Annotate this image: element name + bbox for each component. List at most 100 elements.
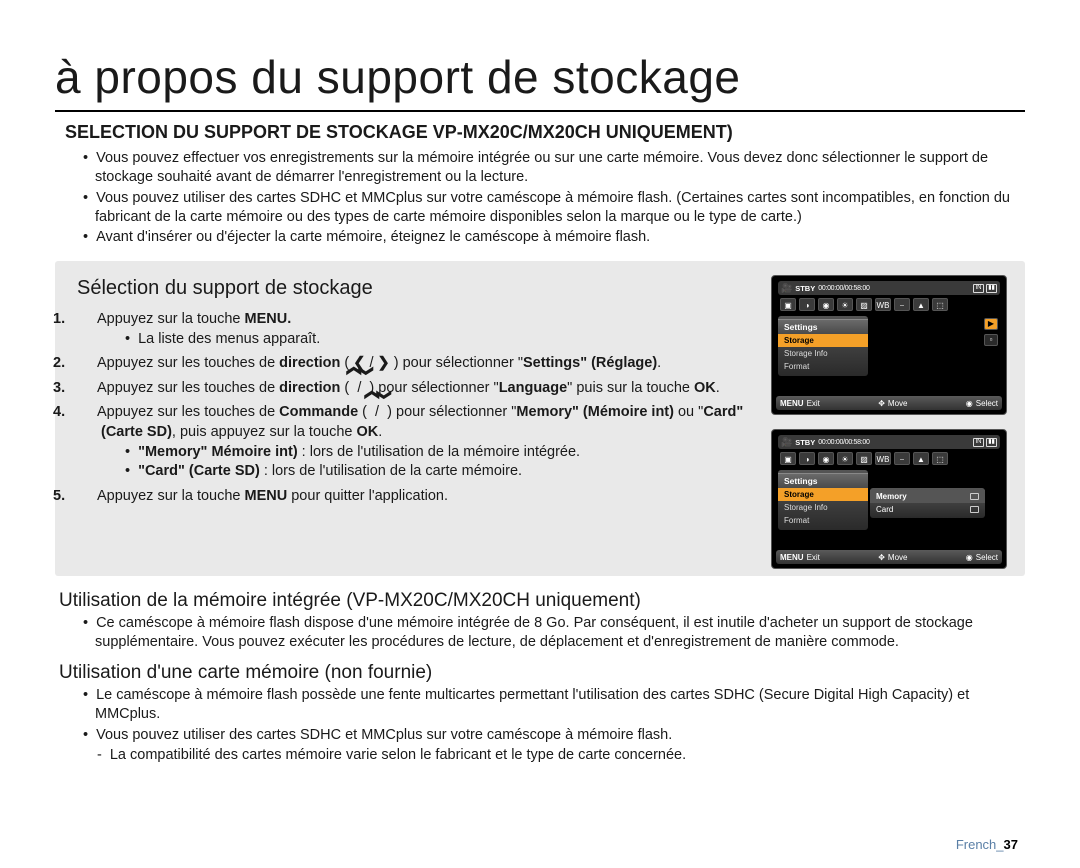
card-dash-item: La compatibilité des cartes mémoire vari…: [97, 746, 1025, 765]
t: .: [657, 355, 661, 371]
mode-icon: ◑: [799, 298, 815, 311]
step-4-sub-item: "Card" (Carte SD) : lors de l'utilisatio…: [125, 462, 747, 482]
lcd-submenu-item-selected: Memory: [870, 490, 985, 503]
camcorder-icon: 🎥: [781, 437, 792, 448]
t: Appuyez sur les touches de: [97, 404, 279, 420]
mode-icon: ▨: [856, 298, 872, 311]
step-1: 1.Appuyez sur la touche MENU. La liste d…: [77, 310, 747, 349]
t: (: [340, 380, 353, 396]
timecode: 00:00:00/00:58:00: [818, 285, 869, 292]
step-1-sub-item: La liste des menus apparaît.: [125, 330, 747, 350]
t: (: [358, 404, 371, 420]
mode-icon: ☀: [837, 452, 853, 465]
menu-label: MENU: [780, 553, 804, 562]
lcd-menu-item-selected: Storage: [778, 334, 868, 347]
nav-icon: ✥: [878, 553, 885, 562]
page-title: à propos du support de stockage: [55, 50, 1025, 112]
t: , puis appuyez sur la touche: [172, 424, 357, 440]
stby-label: STBY: [795, 284, 815, 293]
step-text: Appuyez sur la touche: [97, 311, 245, 327]
step-1-sub: La liste des menus apparaît.: [101, 330, 747, 350]
in-badge: IN: [973, 284, 984, 293]
lcd-menu: Settings Storage Storage Info Format: [778, 316, 868, 376]
mode-icon: ▣: [780, 452, 796, 465]
section-heading-a: SELECTION DU SUPPORT DE STOCKAGE: [65, 122, 433, 142]
dot-icon: ◉: [966, 553, 973, 562]
t: Appuyez sur les touches de: [97, 380, 279, 396]
t: "Memory" Mémoire int): [138, 444, 298, 460]
battery-icon: ▮▮: [986, 284, 997, 293]
lcd-menu-item: Format: [778, 360, 868, 373]
mode-icon: ▣: [780, 298, 796, 311]
camcorder-icon: 🎥: [781, 283, 792, 294]
t: Language: [499, 380, 567, 396]
lcd-side-icons: ▶ ▫: [984, 318, 998, 346]
dot-icon: ◉: [966, 399, 973, 408]
mode-icon: ▲: [913, 452, 929, 465]
t: OK: [694, 380, 716, 396]
intro-bullet: Vous pouvez effectuer vos enregistrement…: [83, 149, 1025, 187]
int-memory-bullets: Ce caméscope à mémoire flash dispose d'u…: [83, 614, 1025, 652]
step-2: 2.Appuyez sur les touches de direction (…: [77, 354, 747, 374]
timecode: 00:00:00/00:58:00: [818, 439, 869, 446]
play-icon: ▶: [984, 318, 998, 330]
mode-icon: ◑: [799, 452, 815, 465]
mode-icon: ◉: [818, 298, 834, 311]
footer-label: French: [956, 837, 996, 852]
lcd-screen-1: 🎥 STBY 00:00:00/00:58:00 IN ▮▮ ▣ ◑ ◉ ☀ ▨…: [771, 275, 1007, 415]
battery-icon: ▮▮: [986, 438, 997, 447]
t: MENU: [245, 488, 288, 504]
intro-bullet: Vous pouvez utiliser des cartes SDHC et …: [83, 189, 1025, 227]
mode-icon: ▲: [913, 298, 929, 311]
mode-icon: ⎯: [894, 452, 910, 465]
lcd-menu-header: Settings: [778, 473, 868, 488]
chevron-right-icon: ❯: [378, 355, 390, 371]
t: Memory" (Mémoire int): [516, 404, 674, 420]
lcd-submenu-item: Card: [870, 503, 985, 516]
t: : lors de l'utilisation de la mémoire in…: [298, 444, 580, 460]
in-badge: IN: [973, 438, 984, 447]
lcd-bottombar: MENU Exit ✥ Move ◉ Select: [776, 550, 1002, 564]
lcd-iconrow: ▣ ◑ ◉ ☀ ▨ WB ⎯ ▲ ⬚: [778, 452, 1000, 465]
t: Appuyez sur les touches de: [97, 355, 279, 371]
section-card-heading: Utilisation d'une carte mémoire (non fou…: [59, 662, 1025, 684]
mode-icon: ▨: [856, 452, 872, 465]
numbered-steps: 1.Appuyez sur la touche MENU. La liste d…: [77, 310, 747, 506]
t: Memory: [876, 492, 907, 501]
t: .: [716, 380, 720, 396]
lcd-menu-item: Format: [778, 514, 868, 527]
t: Card: [876, 505, 893, 514]
t: " puis sur la touche: [567, 380, 694, 396]
card-bullet: Le caméscope à mémoire flash possède une…: [83, 686, 1025, 724]
int-memory-bullet: Ce caméscope à mémoire flash dispose d'u…: [83, 614, 1025, 652]
mode-icon: WB: [875, 298, 891, 311]
page-footer: French_37: [956, 837, 1018, 852]
intro-bullet: Avant d'insérer ou d'éjecter la carte mé…: [83, 228, 1025, 247]
lcd-menu-item: Storage Info: [778, 347, 868, 360]
section-int-memory-heading: Utilisation de la mémoire intégrée (VP-M…: [59, 590, 1025, 612]
t: OK: [357, 424, 379, 440]
move-label: Move: [888, 553, 908, 562]
step-5: 5.Appuyez sur la touche MENU pour quitte…: [77, 487, 747, 507]
menu-label: MENU: [780, 399, 804, 408]
t: /: [371, 404, 383, 420]
step-3: 3.Appuyez sur les touches de direction (…: [77, 379, 747, 399]
lcd-iconrow: ▣ ◑ ◉ ☀ ▨ WB ⎯ ▲ ⬚: [778, 298, 1000, 311]
t: ou ": [674, 404, 703, 420]
select-label: Select: [976, 553, 998, 562]
lcd-menu-header: Settings: [778, 319, 868, 334]
lcd-menu-item-selected: Storage: [778, 488, 868, 501]
memory-icon: [970, 493, 979, 500]
lcd-screenshots: 🎥 STBY 00:00:00/00:58:00 IN ▮▮ ▣ ◑ ◉ ☀ ▨…: [771, 275, 1007, 583]
footer-sep: _: [996, 837, 1003, 852]
t: pour quitter l'application.: [287, 488, 448, 504]
exit-label: Exit: [807, 553, 820, 562]
section-heading-b: VP-MX20C/MX20CH UNIQUEMENT): [433, 122, 733, 142]
t: Settings" (Réglage): [523, 355, 657, 371]
step-bold: MENU.: [245, 311, 292, 327]
card-dash-list: La compatibilité des cartes mémoire vari…: [55, 746, 1025, 765]
stby-label: STBY: [795, 438, 815, 447]
card-bullet: Vous pouvez utiliser des cartes SDHC et …: [83, 726, 1025, 745]
nav-icon: ✥: [878, 399, 885, 408]
mode-icon: ⎯: [894, 298, 910, 311]
